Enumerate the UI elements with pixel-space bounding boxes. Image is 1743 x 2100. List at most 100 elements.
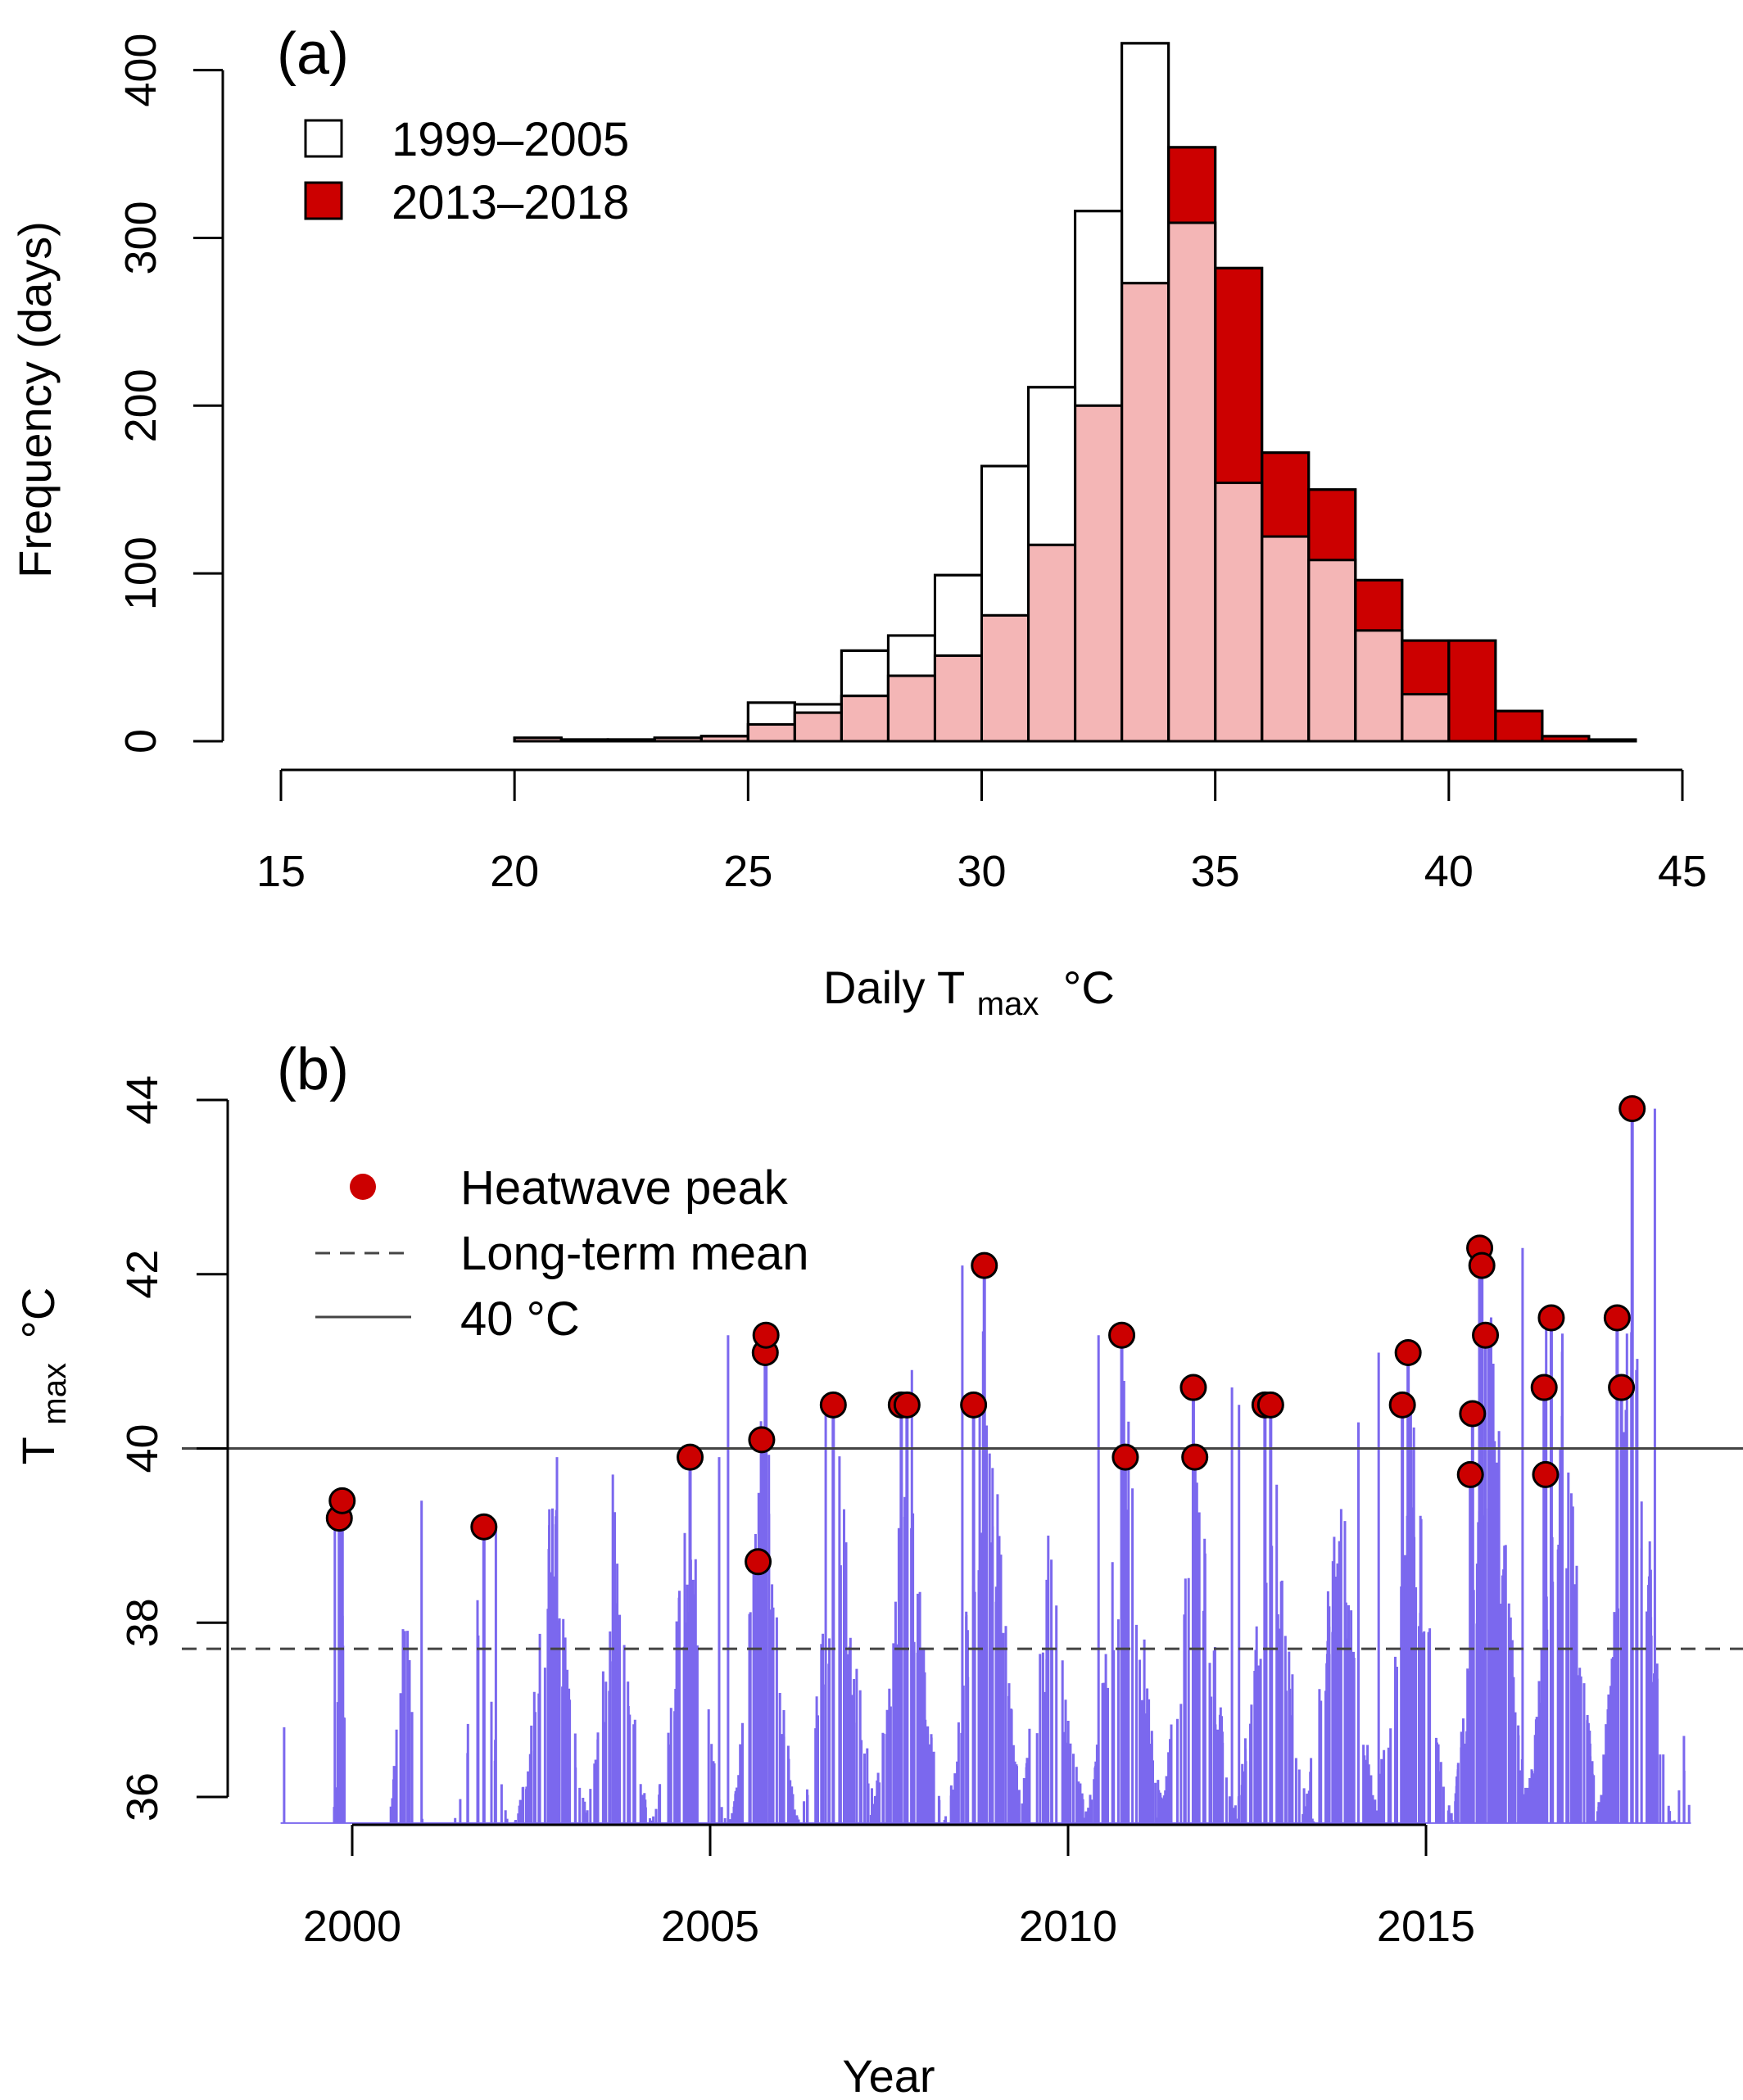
y-tick-label-a: 300 [116,201,165,274]
heatwave-peak-marker [1603,1304,1631,1332]
heatwave-peak-marker [1532,1460,1560,1488]
bar-overlap [1354,629,1404,743]
x-axis-title-unit: °C [1063,962,1115,1013]
x-axis-a: 15 20 25 30 35 40 45 [256,768,1707,896]
heatwave-peak-marker [1472,1321,1500,1349]
heatwave-peak-marker [1181,1443,1209,1471]
y-tick-label-a: 100 [116,536,165,610]
x-axis-title-b: Year [842,2050,935,2100]
x-tick-label-a: 20 [490,847,539,896]
bar-overlap [1027,543,1077,743]
x-tick-label-a: 25 [723,847,772,896]
legend-heatwave-marker [350,1174,376,1200]
bar-overlap [1214,482,1264,743]
y-tick-label-b: 40 [118,1423,167,1473]
bar-overlap [1167,221,1217,743]
x-tick-label-b: 2015 [1377,1902,1475,1951]
y-axis-a: 0 100 200 300 400 [116,34,224,754]
heatwave-peaks [325,1095,1646,1576]
bar-overlap [793,711,843,743]
heatwave-peak-marker [470,1513,498,1541]
y-axis-title-main: T [12,1437,64,1464]
heatwave-peak-marker [960,1391,988,1419]
x-tick-label-a: 15 [256,847,306,896]
y-tick-label-b: 42 [118,1250,167,1299]
heatwave-peak-marker [1530,1374,1558,1401]
panel-b-timeseries: 36 38 40 42 44 2000 2005 2010 2015 (b) T max °C… [12,1037,1743,2100]
x-axis-title-main: Daily T [823,962,964,1013]
bar-overlap [1307,559,1357,743]
panel-label-b: (b) [277,1037,349,1102]
panel-a-histogram: 0 100 200 300 400 15 20 25 30 35 40 45 (a) Frequen… [9,21,1707,1025]
bar-outline [1494,709,1544,743]
legend-label-mean: Long-term mean [460,1227,809,1280]
heatwave-peak-marker [1179,1374,1207,1401]
y-tick-label-a: 200 [116,369,165,442]
heatwave-peak-marker [1456,1460,1484,1488]
bar-outline [559,738,609,743]
heatwave-peak-marker [1459,1400,1487,1428]
heatwave-peak-marker [819,1391,847,1419]
legend-swatch-new [304,181,343,220]
heatwave-peak-marker [1394,1338,1422,1366]
x-tick-label-a: 35 [1191,847,1240,896]
bar-overlap [933,654,984,743]
legend-label-new: 2013–2018 [392,176,629,229]
panel-label-a: (a) [277,21,349,87]
bar-outline [606,738,656,743]
legend-label-old: 1999–2005 [392,113,629,166]
x-axis-title-a: Daily T max °C [823,962,1115,1025]
heatwave-peak-marker [1468,1251,1496,1279]
bar-overlap [1261,535,1311,743]
bar-outline [1447,639,1497,743]
heatwave-peak-marker [1388,1391,1416,1419]
y-axis-title-unit: °C [12,1288,64,1339]
legend-label-heatwave: Heatwave peak [460,1161,789,1215]
tmax-spikes [283,1108,1691,1823]
bar-outline [1587,738,1637,743]
bar-overlap [1074,404,1124,743]
y-axis-title-sub: max [37,1363,73,1425]
x-tick-label-b: 2000 [303,1902,401,1951]
bar-2013-2018 [1447,639,1497,743]
x-tick-label-a: 40 [1424,847,1474,896]
bar-overlap [840,695,890,743]
heatwave-peak-marker [745,1548,772,1576]
heatwave-peak-marker [1108,1321,1136,1349]
y-axis-title-b: T max °C [12,1288,75,1465]
x-axis-title-sub: max [977,986,1039,1022]
heatwave-peak-marker [328,1487,356,1514]
heatwave-peak-marker [893,1391,921,1419]
y-tick-label-b: 36 [118,1772,167,1822]
x-tick-label-b: 2005 [661,1902,759,1951]
x-tick-label-a: 45 [1658,847,1707,896]
x-tick-label-a: 30 [957,847,1006,896]
heatwave-peak-marker [971,1251,998,1279]
bar-overlap [1120,282,1170,743]
heatwave-peak-marker [748,1426,776,1454]
bar-overlap [746,723,796,743]
heatwave-peak-marker [1618,1095,1646,1123]
legend-swatch-old [304,119,343,158]
y-tick-label-b: 44 [118,1075,167,1125]
bar-overlap [886,674,936,743]
legend-b: Heatwave peak Long-term mean 40 °C [315,1161,809,1346]
legend-a: 1999–2005 2013–2018 [304,113,629,229]
heatwave-peak-marker [677,1443,704,1471]
heatwave-peak-marker [752,1321,780,1349]
y-tick-label-b: 38 [118,1598,167,1647]
legend-label-threshold: 40 °C [460,1292,580,1346]
x-tick-label-b: 2010 [1019,1902,1117,1951]
x-axis-b: 2000 2005 2010 2015 [303,1823,1475,1951]
y-tick-label-a: 0 [116,729,165,754]
y-axis-b: 36 38 40 42 44 [118,1075,229,1822]
bar-overlap [980,613,1030,743]
bar-2013-2018 [1494,709,1544,743]
bar-overlap [1401,693,1451,743]
heatwave-peak-marker [1537,1304,1565,1332]
histogram-bars-overlap [513,42,1637,743]
heatwave-peak-marker [1256,1391,1284,1419]
heatwave-peak-marker [1111,1443,1139,1471]
y-tick-label-a: 400 [116,34,165,107]
